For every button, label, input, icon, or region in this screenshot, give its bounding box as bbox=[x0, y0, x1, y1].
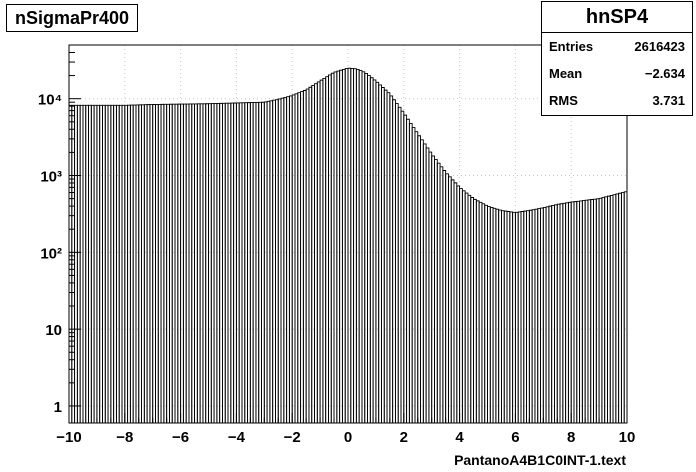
x-tick-label: −10 bbox=[56, 429, 81, 446]
stats-label: RMS bbox=[549, 93, 578, 108]
axes: −10 −8 −6 −4 −2 0 2 4 6 8 10 1 10 10² 10³ 10⁴ bbox=[38, 44, 636, 446]
stats-box: hnSP4 Entries 2616423 Mean −2.634 RMS 3.… bbox=[541, 1, 693, 116]
histogram-bars bbox=[68, 67, 628, 423]
stats-row-entries: Entries 2616423 bbox=[542, 33, 692, 60]
x-tick-label: 4 bbox=[455, 429, 464, 446]
x-tick-label: 2 bbox=[400, 429, 408, 446]
x-axis-label: PantanoA4B1C0INT-1.text bbox=[454, 452, 626, 468]
stats-name: hnSP4 bbox=[542, 2, 692, 33]
stats-value: 2616423 bbox=[634, 39, 685, 54]
y-tick-label: 10² bbox=[40, 245, 62, 262]
x-tick-label: −8 bbox=[116, 429, 133, 446]
stats-label: Entries bbox=[549, 39, 594, 54]
grid-lines bbox=[68, 45, 628, 423]
x-tick-label: 6 bbox=[511, 429, 519, 446]
x-tick-label: 8 bbox=[567, 429, 575, 446]
stats-label: Mean bbox=[549, 66, 583, 81]
x-tick-label: 10 bbox=[619, 429, 636, 446]
x-tick-label: −4 bbox=[228, 429, 246, 446]
y-tick-label: 10 bbox=[45, 322, 62, 339]
histogram-title: nSigmaPr400 bbox=[6, 4, 139, 32]
stats-value: 3.731 bbox=[652, 93, 685, 108]
x-tick-label: −6 bbox=[172, 429, 189, 446]
y-tick-label: 10³ bbox=[40, 169, 62, 186]
y-tick-label: 1 bbox=[54, 399, 62, 416]
stats-value: −2.634 bbox=[644, 66, 685, 81]
y-tick-label: 10⁴ bbox=[38, 92, 62, 109]
stats-row-rms: RMS 3.731 bbox=[542, 87, 692, 114]
x-tick-label: 0 bbox=[344, 429, 352, 446]
x-tick-label: −2 bbox=[284, 429, 301, 446]
stats-row-mean: Mean −2.634 bbox=[542, 60, 692, 87]
